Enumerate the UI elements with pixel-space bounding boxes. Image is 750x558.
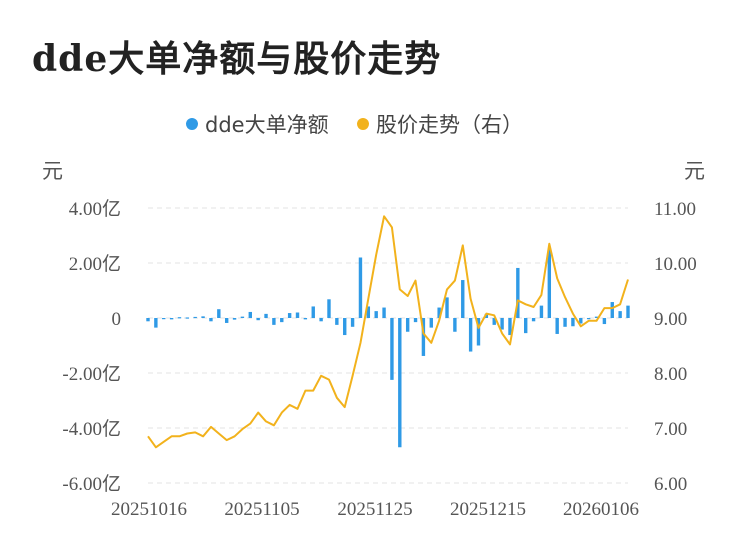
dde-bar <box>453 318 457 332</box>
dde-bar <box>516 267 520 318</box>
left-tick-label: 4.00亿 <box>69 198 121 220</box>
dde-bar <box>240 316 245 318</box>
dde-bar <box>146 318 150 322</box>
legend-marker-dde <box>186 118 198 130</box>
dde-bar <box>508 318 512 336</box>
dde-bar <box>579 318 583 324</box>
x-tick-label: 20251125 <box>337 499 412 520</box>
right-tick-label: 8.00 <box>654 364 687 385</box>
price-line <box>147 215 629 449</box>
dde-bar <box>358 257 363 318</box>
dde-bar <box>264 313 268 318</box>
legend-label-dde: dde大单净额 <box>205 113 329 137</box>
dde-bar <box>626 305 630 318</box>
dde-bar <box>461 280 465 318</box>
x-tick-label: 20260106 <box>563 499 639 520</box>
chart-title: dde大单净额与股价走势 <box>32 38 442 80</box>
dde-bar <box>224 318 229 323</box>
dde-bar <box>563 318 567 327</box>
left-tick-label: 2.00亿 <box>69 253 121 275</box>
dde-bar <box>209 318 213 322</box>
right-tick-label: 11.00 <box>654 199 696 220</box>
dde-bar <box>311 306 315 318</box>
dde-bar <box>185 317 190 319</box>
dde-bar <box>177 317 182 319</box>
legend: dde大单净额 股价走势（右） <box>186 113 523 137</box>
dde-bar <box>217 309 221 318</box>
dde-bar <box>445 297 449 318</box>
dde-bar <box>256 318 260 321</box>
dde-bar <box>169 318 174 320</box>
dde-bar <box>586 318 591 320</box>
right-tick-label: 9.00 <box>654 309 687 330</box>
dde-bar <box>610 302 614 318</box>
dde-bar <box>500 318 504 330</box>
dde-bar <box>602 318 607 325</box>
right-axis-ticks: 11.00 10.00 9.00 8.00 7.00 6.00 <box>654 199 697 495</box>
dde-bar <box>303 318 308 320</box>
dde-bar <box>154 318 158 328</box>
dde-bar <box>594 316 599 318</box>
dde-bar <box>193 316 197 319</box>
dde-bar <box>272 318 276 325</box>
dde-bar <box>350 318 355 327</box>
left-tick-label: -4.00亿 <box>62 418 121 440</box>
dde-bar <box>539 305 544 318</box>
dde-bar <box>571 318 575 327</box>
left-axis-unit: 元 <box>42 159 63 183</box>
legend-label-price: 股价走势（右） <box>376 113 523 137</box>
price-line-path <box>147 215 629 449</box>
dde-bar <box>248 311 252 318</box>
dde-bar <box>421 318 426 356</box>
dde-bar <box>162 318 166 320</box>
dde-bar <box>295 312 300 318</box>
dde-bar <box>201 316 205 318</box>
dde-bar <box>280 318 284 323</box>
right-tick-label: 6.00 <box>654 474 687 495</box>
dde-bar <box>382 307 386 318</box>
dde-bar <box>366 306 371 318</box>
left-tick-label: 0 <box>112 309 122 330</box>
grid-lines <box>148 207 628 484</box>
dde-bar <box>232 318 237 320</box>
dde-bar <box>335 318 339 325</box>
dde-bar <box>398 318 402 448</box>
left-tick-label: -2.00亿 <box>62 363 121 385</box>
dde-bar <box>374 311 378 318</box>
dde-bar <box>468 318 473 352</box>
legend-marker-price <box>357 118 369 130</box>
dde-bar <box>287 313 292 318</box>
dde-bar <box>484 313 489 318</box>
x-tick-label: 20251215 <box>450 499 526 520</box>
dde-bar <box>524 318 528 334</box>
dde-bar <box>555 318 559 334</box>
dde-bar <box>492 318 496 325</box>
dde-bar <box>531 318 536 322</box>
dde-bar <box>476 318 481 346</box>
dde-bar <box>319 318 323 322</box>
x-tick-label: 20251105 <box>224 499 299 520</box>
dde-bar <box>413 318 418 323</box>
dde-bar <box>429 318 433 328</box>
x-tick-label: 20251016 <box>111 499 187 520</box>
right-tick-label: 7.00 <box>654 419 687 440</box>
dde-bars <box>146 248 630 448</box>
left-axis-ticks: 4.00亿 2.00亿 0 -2.00亿 -4.00亿 -6.00亿 <box>62 198 121 495</box>
x-axis-ticks: 20251016 20251105 20251125 20251215 20260106 <box>111 499 639 520</box>
dde-bar <box>405 318 410 332</box>
right-axis-unit: 元 <box>684 159 705 183</box>
dde-bar <box>547 248 552 318</box>
dde-bar <box>390 318 394 380</box>
dde-bar <box>437 307 441 318</box>
dde-bar <box>618 311 622 318</box>
dde-bar <box>327 299 331 318</box>
right-tick-label: 10.00 <box>654 254 697 275</box>
left-tick-label: -6.00亿 <box>62 473 121 495</box>
dde-bar <box>343 318 347 336</box>
